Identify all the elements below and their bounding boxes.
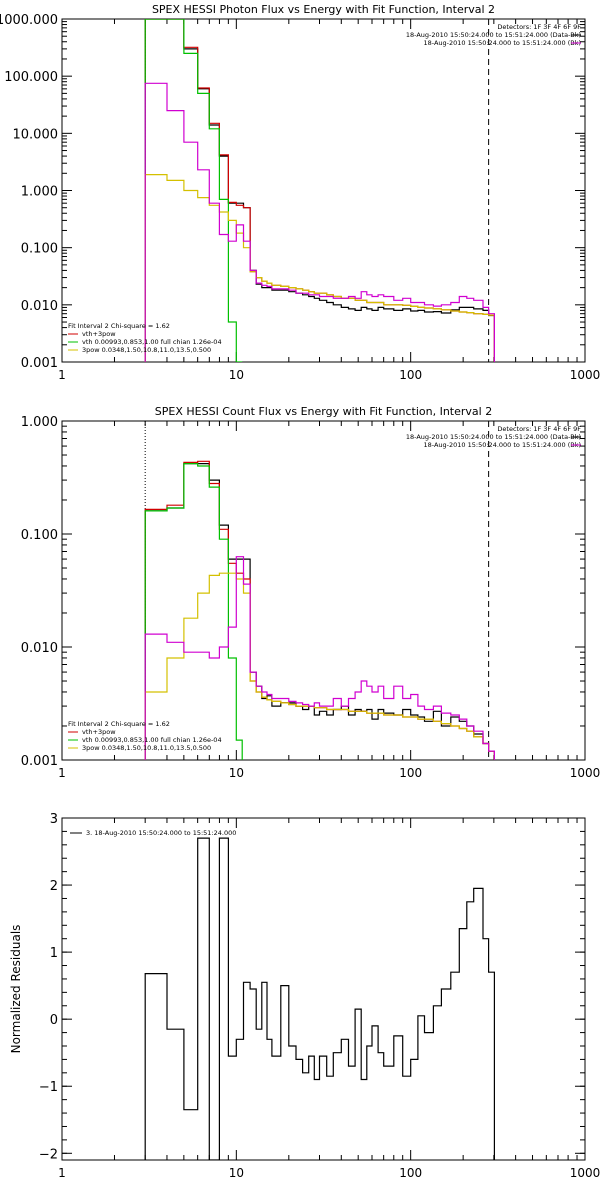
y-tick-label: 0.100	[21, 242, 58, 257]
x-tick-label: 1	[58, 368, 66, 382]
y-tick-label: 1.000	[21, 415, 58, 430]
legend-item-label: 3pow 0.0348,1.50,10.8,11.0,13.5,0.500	[82, 346, 211, 354]
legend-item-label: vth 0.00993,0.853,1.00 full chian 1.26e-…	[82, 338, 222, 346]
series-group	[144, 837, 495, 1160]
series-line-2	[144, 19, 243, 362]
y-tick-label: 2	[50, 879, 58, 894]
count-flux-panel: SPEX HESSI Count Flux vs Energy with Fit…	[21, 405, 600, 780]
series-line-3	[144, 572, 495, 760]
plot-frame	[61, 420, 586, 761]
y-tick-label: 0.010	[21, 641, 58, 656]
x-tick-label: 1000	[570, 1166, 600, 1180]
legend-item-label: vth+3pow	[82, 728, 116, 736]
series-line-2	[144, 463, 243, 760]
y-tick-label: −1	[39, 1080, 58, 1095]
legend-item-label: 3. 18-Aug-2010 15:50:24.000 to 15:51:24.…	[86, 829, 236, 837]
series-line-0	[144, 19, 495, 362]
annotation-0: Detectors: 1F 3F 4F 6F 9F	[497, 23, 581, 31]
annotation-1: 18-Aug-2010 15:50:24.000 to 15:51:24.000…	[406, 31, 581, 39]
x-tick-label: 100	[399, 1166, 422, 1180]
x-tick-label: 10	[229, 766, 244, 780]
legend-title: Fit Interval 2 Chi-square = 1.62	[68, 720, 170, 728]
series-group	[144, 19, 495, 362]
photon-flux-panel: SPEX HESSI Photon Flux vs Energy with Fi…	[0, 3, 600, 382]
series-line-0	[144, 837, 495, 1160]
y-tick-label: 0.001	[21, 754, 58, 769]
series-line-4	[144, 556, 495, 760]
y-tick-label: 0.100	[21, 528, 58, 543]
legend-item-label: 3pow 0.0348,1.50,10.8,11.0,13.5,0.500	[82, 744, 211, 752]
x-tick-label: 1000	[570, 368, 600, 382]
plot-frame	[61, 18, 586, 363]
y-tick-label: 10.000	[13, 127, 59, 142]
annotation-2: 18-Aug-2010 15:50:24.000 to 15:51:24.000…	[424, 441, 581, 449]
y-tick-label: 1.000	[21, 185, 58, 200]
y-tick-label: 100.000	[4, 70, 58, 85]
x-tick-label: 1	[58, 1166, 66, 1180]
y-tick-label: 0.010	[21, 299, 58, 314]
y-axis-label: Normalized Residuals	[9, 925, 23, 1054]
series-line-3	[144, 174, 495, 362]
legend-item-label: vth 0.00993,0.853,1.00 full chian 1.26e-…	[82, 736, 222, 744]
y-tick-label: −2	[39, 1147, 58, 1162]
series-group	[144, 460, 495, 760]
x-tick-label: 100	[399, 368, 422, 382]
x-tick-label: 1000	[570, 766, 600, 780]
x-tick-label: 1	[58, 766, 66, 780]
x-tick-label: 100	[399, 766, 422, 780]
y-tick-label: 1000.000	[0, 13, 58, 28]
plot-frame	[61, 817, 586, 1161]
chart-title: SPEX HESSI Count Flux vs Energy with Fit…	[155, 405, 492, 418]
y-tick-label: 0.001	[21, 356, 58, 371]
y-tick-label: 3	[50, 812, 58, 827]
legend-title: Fit Interval 2 Chi-square = 1.62	[68, 322, 170, 330]
y-tick-label: 1	[50, 946, 58, 961]
y-tick-label: 0	[50, 1013, 58, 1028]
legend-item-label: vth+3pow	[82, 330, 116, 338]
x-tick-label: 10	[229, 368, 244, 382]
series-line-4	[144, 82, 495, 362]
annotation-0: Detectors: 1F 3F 4F 6F 9F	[497, 425, 581, 433]
chart-title: SPEX HESSI Photon Flux vs Energy with Fi…	[152, 3, 495, 16]
annotation-1: 18-Aug-2010 15:50:24.000 to 15:51:24.000…	[406, 433, 581, 441]
annotation-2: 18-Aug-2010 15:50:24.000 to 15:51:24.000…	[424, 39, 581, 47]
x-tick-label: 10	[229, 1166, 244, 1180]
residuals-panel: Normalized Residuals 1 10 100 1000 −2 −1 0 1 2 3 3.…	[9, 812, 600, 1180]
